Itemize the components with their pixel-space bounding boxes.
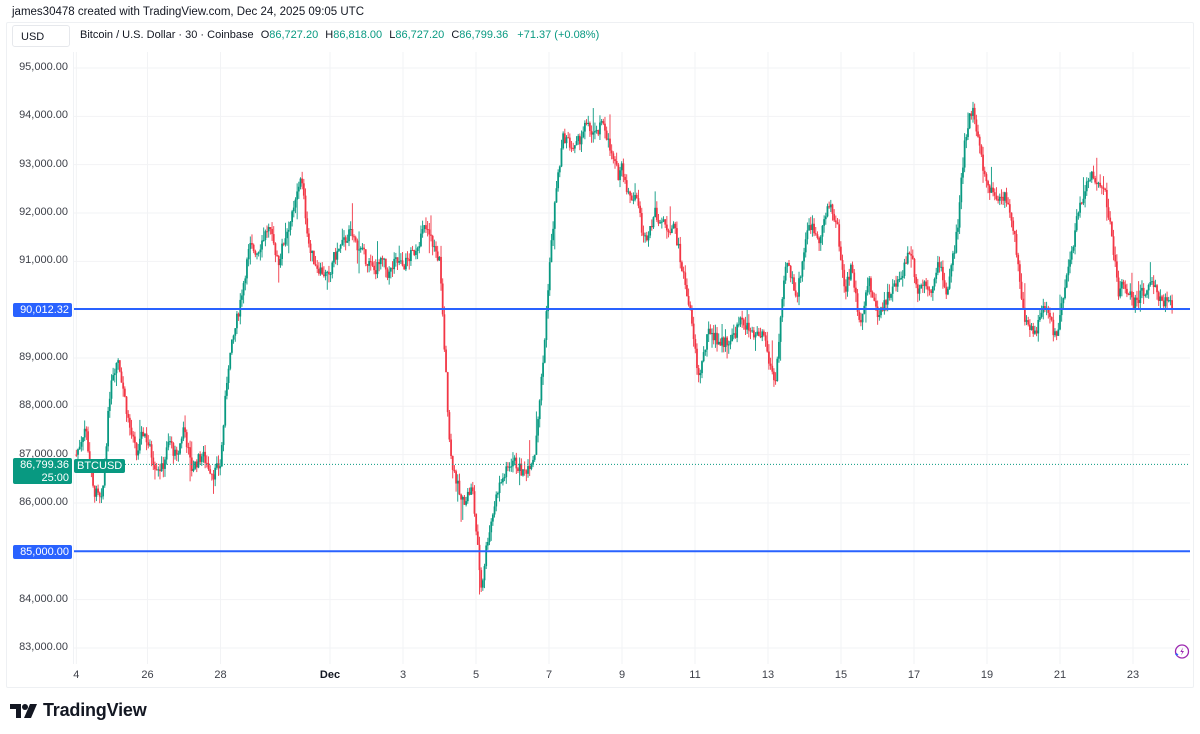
horizontal-lines[interactable]	[74, 308, 1190, 553]
price-axis-label: 84,000.00	[19, 592, 68, 605]
change-value: +71.37 (+0.08%)	[517, 29, 600, 41]
price-axis-separator	[73, 52, 74, 664]
price-axis-label: 88,000.00	[19, 399, 68, 412]
symbol-description: Bitcoin / U.S. Dollar · 30 · Coinbase	[80, 29, 254, 41]
price-axis-label: 95,000.00	[19, 61, 68, 73]
high-label: H	[325, 29, 334, 41]
bar-countdown: 25:00	[41, 471, 69, 484]
low-value: 86,727.20	[395, 29, 445, 41]
chart-credit: james30478 created with TradingView.com,…	[12, 6, 365, 18]
time-axis-label: 13	[761, 669, 775, 681]
low-label: L	[389, 29, 396, 41]
time-axis-label: 26	[141, 669, 154, 681]
time-axis-label: 19	[980, 669, 994, 681]
high-value: 86,818.00	[333, 29, 383, 41]
price-axis-label: 87,000.00	[19, 447, 68, 460]
time-axis-label: 5	[472, 669, 480, 681]
time-axis-label: 23	[1126, 669, 1140, 681]
price-axis-label: 89,000.00	[19, 350, 68, 363]
resistance-price-tag[interactable]: 90,012.32	[13, 303, 72, 317]
open-label: O	[260, 29, 270, 41]
time-axis-label: 11	[689, 669, 701, 681]
open-value: 86,727.20	[269, 29, 319, 41]
candlestick-series	[75, 101, 1173, 595]
time-axis-label: 4	[73, 669, 80, 681]
price-axis-label: 92,000.00	[19, 205, 68, 218]
symbol-legend: Bitcoin / U.S. Dollar · 30 · Coinbase O8…	[80, 29, 599, 41]
time-axis-label: 9	[618, 669, 626, 681]
support-price-tag[interactable]: 85,000.00	[13, 545, 72, 559]
price-axis-label: 91,000.00	[19, 254, 68, 267]
last-price-value: 86,799.36	[20, 459, 69, 471]
time-axis-label: 28	[214, 669, 227, 681]
price-axis-label: 93,000.00	[19, 157, 68, 170]
close-value: 86,799.36	[459, 29, 509, 41]
price-axis-label: 83,000.00	[19, 640, 68, 653]
grid-lines	[74, 52, 1190, 664]
time-axis-label: Dec	[319, 669, 341, 681]
symbol-tag: BTCUSD	[74, 459, 126, 473]
last-price-tag: 86,799.36 25:00	[13, 458, 72, 484]
lightning-bolt-icon[interactable]	[1172, 643, 1190, 661]
currency-selector[interactable]: USD	[12, 25, 70, 47]
time-axis-label: 7	[545, 669, 553, 681]
close-label: C	[451, 29, 460, 41]
price-axis-label: 94,000.00	[19, 109, 68, 122]
price-axis-label: 86,000.00	[19, 495, 68, 508]
tradingview-logo[interactable]: TradingView	[10, 700, 147, 721]
time-axis-label: 15	[834, 669, 848, 681]
time-axis-label: 17	[907, 669, 921, 681]
tradingview-logo-text: TradingView	[43, 700, 147, 720]
chart-frame	[6, 22, 1194, 688]
time-axis-label: 3	[399, 669, 407, 681]
tradingview-logo-icon	[10, 703, 37, 718]
time-axis-label: 21	[1053, 669, 1067, 681]
